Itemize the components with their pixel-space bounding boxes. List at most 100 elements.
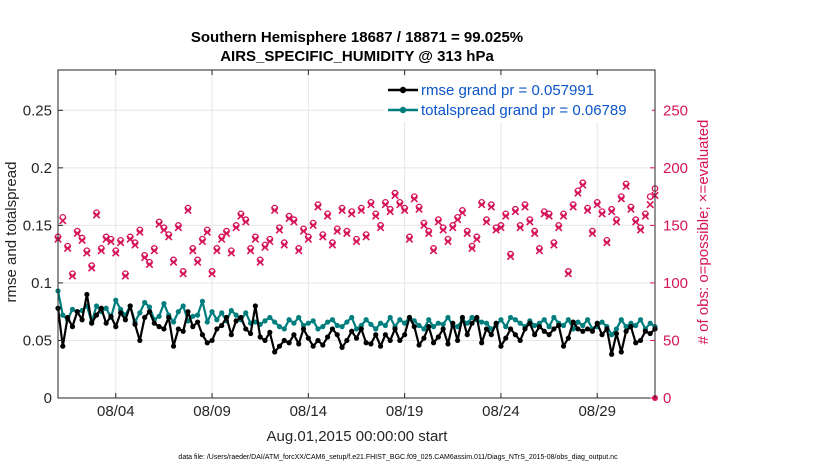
obs-evaluated-stroke bbox=[285, 214, 293, 223]
totalspread-point bbox=[262, 318, 268, 324]
obs-evaluated-marker bbox=[458, 208, 467, 217]
obs-evaluated-marker bbox=[266, 237, 274, 246]
rmse-point bbox=[474, 314, 480, 321]
rmse-point bbox=[161, 326, 167, 332]
totalspread-point bbox=[349, 314, 355, 321]
totalspread-point bbox=[113, 297, 119, 303]
totalspread-point bbox=[60, 312, 66, 318]
obs-evaluated-marker bbox=[449, 223, 457, 232]
obs-evaluated-marker bbox=[381, 200, 390, 209]
totalspread-point bbox=[455, 324, 461, 330]
obs-evaluated-marker bbox=[627, 205, 635, 214]
obs-evaluated-stroke bbox=[535, 246, 544, 255]
totalspread-point bbox=[344, 319, 350, 325]
totalspread-point bbox=[310, 318, 316, 324]
totalspread-point bbox=[142, 299, 148, 306]
legend-box bbox=[384, 78, 652, 122]
rmse-point bbox=[228, 332, 234, 338]
totalspread-point bbox=[219, 310, 225, 316]
totalspread-point bbox=[272, 319, 278, 325]
totalspread-point bbox=[435, 320, 441, 326]
obs-evaluated-stroke bbox=[140, 253, 149, 262]
rmse-point bbox=[108, 313, 114, 319]
rmse-point bbox=[416, 342, 422, 348]
rmse-point bbox=[117, 310, 124, 316]
rmse-point bbox=[339, 344, 345, 350]
obs-evaluated-marker bbox=[97, 246, 106, 255]
rmse-point bbox=[532, 332, 538, 338]
y-axis-label-left: rmse and totalspread bbox=[3, 162, 20, 303]
obs-evaluated-stroke bbox=[530, 229, 539, 238]
rmse-point bbox=[151, 320, 157, 326]
obs-evaluated-stroke bbox=[579, 181, 587, 189]
obs-evaluated-marker bbox=[319, 233, 327, 241]
y-right-tick-label: 50 bbox=[663, 332, 680, 349]
totalspread-point bbox=[498, 317, 504, 323]
rmse-point bbox=[137, 337, 143, 344]
rmse-point bbox=[613, 330, 620, 337]
obs-evaluated-stroke bbox=[126, 235, 134, 243]
totalspread-point bbox=[503, 324, 509, 330]
obs-evaluated-marker bbox=[112, 249, 120, 257]
rmse-point bbox=[247, 330, 254, 337]
totalspread-point bbox=[243, 310, 249, 316]
rmse-point bbox=[580, 328, 586, 334]
rmse-point bbox=[406, 314, 413, 321]
obs-evaluated-marker bbox=[559, 212, 568, 220]
totalspread-point bbox=[69, 306, 76, 312]
obs-evaluated-stroke bbox=[208, 269, 216, 278]
totalspread-point bbox=[209, 309, 215, 315]
totalspread-point bbox=[190, 313, 196, 319]
obs-evaluated-marker bbox=[477, 200, 486, 209]
obs-evaluated-stroke bbox=[367, 200, 375, 209]
obs-evaluated-marker bbox=[622, 182, 630, 191]
rmse-point bbox=[127, 303, 133, 309]
obs-evaluated-marker bbox=[400, 206, 409, 215]
obs-evaluated-stroke bbox=[631, 218, 640, 226]
obs-evaluated-marker bbox=[540, 210, 549, 218]
obs-evaluated-marker bbox=[444, 237, 452, 246]
y-axis-label-right: # of obs: o=possible; ×=evaluated bbox=[695, 120, 712, 345]
obs-evaluated-stroke bbox=[328, 241, 337, 249]
obs-evaluated-stroke bbox=[492, 226, 500, 234]
obs-evaluated-stroke bbox=[145, 260, 154, 269]
totalspread-point bbox=[440, 321, 446, 327]
obs-evaluated-stroke bbox=[617, 195, 626, 203]
rmse-point bbox=[243, 326, 249, 332]
obs-evaluated-stroke bbox=[237, 212, 245, 220]
obs-evaluated-stroke bbox=[376, 223, 385, 232]
y-tick-label: 0.1 bbox=[31, 275, 52, 292]
totalspread-point bbox=[507, 314, 514, 321]
rmse-point bbox=[647, 330, 653, 337]
rmse-point bbox=[65, 314, 71, 321]
rmse-point bbox=[353, 335, 360, 341]
obs-evaluated-marker bbox=[299, 227, 308, 235]
rmse-point bbox=[142, 314, 148, 321]
obs-evaluated-marker bbox=[275, 226, 284, 234]
obs-evaluated-marker bbox=[530, 229, 539, 238]
legend-rmse-marker bbox=[399, 86, 407, 94]
obs-evaluated-marker bbox=[338, 206, 346, 215]
obs-evaluated-stroke bbox=[607, 207, 616, 216]
obs-evaluated-marker bbox=[150, 246, 159, 255]
totalspread-point bbox=[146, 304, 153, 310]
obs-evaluated-marker bbox=[391, 191, 399, 200]
totalspread-point bbox=[397, 317, 403, 323]
obs-evaluated-stroke bbox=[352, 237, 361, 246]
obs-evaluated-marker bbox=[333, 227, 342, 235]
obs-evaluated-marker bbox=[386, 207, 394, 216]
obs-evaluated-stroke bbox=[323, 212, 332, 220]
x-tick-label: 08/04 bbox=[97, 403, 135, 420]
obs-evaluated-stroke bbox=[87, 264, 96, 272]
rmse-point bbox=[609, 351, 615, 357]
rmse-point bbox=[584, 326, 591, 332]
totalspread-point bbox=[281, 326, 287, 332]
rmse-point bbox=[98, 305, 104, 311]
obs-evaluated-stroke bbox=[169, 258, 178, 266]
obs-evaluated-stroke bbox=[164, 233, 173, 241]
obs-evaluated-stroke bbox=[415, 205, 423, 214]
rmse-point bbox=[455, 337, 461, 344]
obs-evaluated-stroke bbox=[222, 229, 231, 238]
obs-evaluated-stroke bbox=[521, 203, 529, 211]
obs-evaluated-marker bbox=[429, 246, 438, 255]
